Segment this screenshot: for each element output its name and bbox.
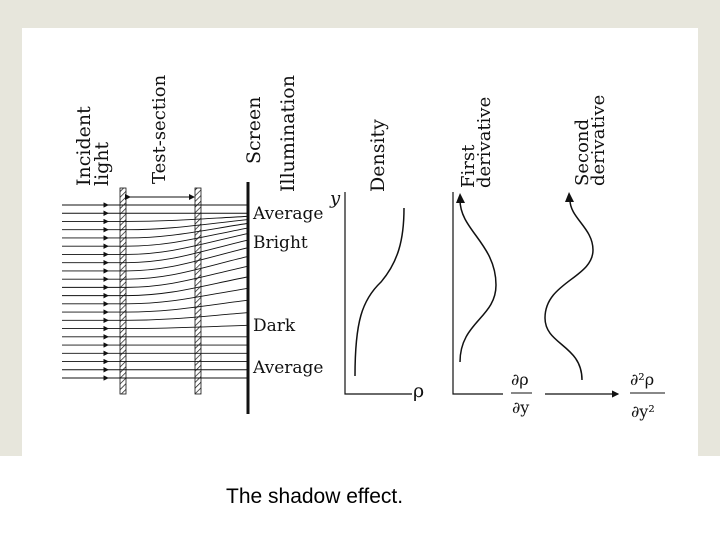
density-y-symbol: y	[329, 188, 341, 209]
deflected-ray	[108, 233, 248, 255]
deflected-ray	[108, 247, 248, 272]
deflected-ray	[108, 265, 248, 288]
shadow-effect-diagram: Incident light Test-section Screen Illum…	[62, 74, 665, 421]
first-derivative-den: ∂y	[512, 398, 529, 417]
first-derivative-arrowhead	[456, 193, 465, 203]
header-illumination: Illumination	[277, 75, 299, 192]
test-section-wall-left	[119, 187, 127, 395]
left-margin-strip	[0, 0, 22, 540]
header-first-derivative: derivative	[474, 97, 495, 188]
header-incident: Incident	[73, 106, 95, 186]
first-derivative-axes	[452, 192, 503, 395]
deflected-ray	[108, 312, 248, 321]
second-derivative-arrowhead	[565, 192, 574, 202]
deflected-ray	[108, 223, 248, 239]
header-light: light	[91, 141, 113, 186]
light-rays	[62, 202, 248, 381]
second-derivative-den: ∂y²	[631, 402, 655, 421]
label-bright: Bright	[253, 233, 308, 253]
figure-panel: Incident light Test-section Screen Illum…	[22, 28, 698, 456]
header-second: Second	[572, 119, 593, 186]
density-axes	[344, 192, 412, 395]
first-derivative-num: ∂ρ	[511, 370, 529, 389]
header-density: Density	[367, 119, 389, 192]
header-second-derivative: derivative	[588, 95, 609, 186]
deflected-ray	[108, 299, 248, 313]
label-average-bottom: Average	[252, 358, 323, 378]
density-rho-symbol: ρ	[413, 380, 424, 402]
label-dark: Dark	[253, 316, 296, 336]
deflected-ray	[108, 324, 248, 330]
figure-caption: The shadow effect.	[226, 485, 404, 508]
first-derivative-curve	[459, 199, 497, 363]
deflected-ray	[108, 287, 248, 305]
second-derivative-curve	[544, 199, 594, 381]
density-curve	[354, 207, 405, 377]
header-first: First	[458, 144, 479, 188]
test-section-wall-right	[194, 187, 202, 395]
caption-area	[0, 456, 720, 540]
deflected-ray	[108, 239, 248, 264]
header-screen: Screen	[243, 97, 265, 164]
second-derivative-num: ∂²ρ	[630, 370, 654, 389]
deflected-ray	[108, 219, 248, 231]
deflected-ray	[108, 227, 248, 247]
label-average-top: Average	[252, 204, 323, 224]
deflected-ray	[108, 215, 248, 222]
deflected-ray	[108, 256, 248, 280]
header-test-section: Test-section	[149, 74, 170, 184]
deflected-ray	[108, 276, 248, 297]
